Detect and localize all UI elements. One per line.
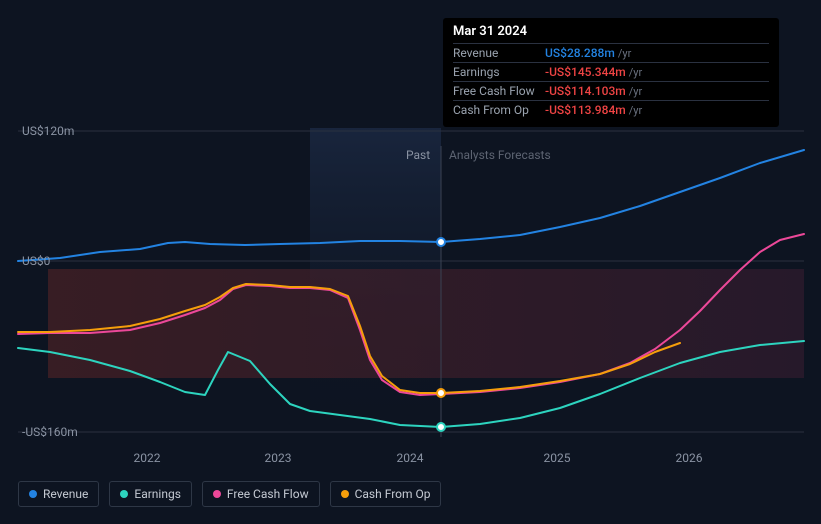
tooltip-row-earnings: Earnings -US$145.344m /yr [453, 62, 769, 81]
tooltip-label: Free Cash Flow [453, 84, 545, 98]
legend-item-fcf[interactable]: Free Cash Flow [202, 481, 320, 507]
xaxis-tick-label: 2024 [397, 451, 424, 465]
legend-dot-icon [29, 490, 37, 498]
tooltip-value: -US$113.984m [545, 103, 626, 117]
xaxis-tick-label: 2022 [134, 451, 161, 465]
legend: Revenue Earnings Free Cash Flow Cash Fro… [18, 481, 441, 507]
legend-label: Revenue [43, 487, 88, 501]
yaxis-tick-label: -US$160m [22, 425, 78, 439]
legend-item-earnings[interactable]: Earnings [109, 481, 192, 507]
past-label: Past [406, 148, 430, 162]
legend-label: Free Cash Flow [227, 487, 309, 501]
tooltip-row-revenue: Revenue US$28.288m /yr [453, 43, 769, 62]
tooltip-label: Cash From Op [453, 103, 545, 117]
legend-dot-icon [120, 490, 128, 498]
xaxis-tick-label: 2023 [265, 451, 292, 465]
forecast-label: Analysts Forecasts [449, 148, 551, 162]
legend-dot-icon [341, 490, 349, 498]
legend-item-cashop[interactable]: Cash From Op [330, 481, 442, 507]
yaxis-tick-label: US$120m [22, 124, 74, 138]
tooltip-unit: /yr [629, 104, 642, 117]
tooltip-label: Earnings [453, 65, 545, 79]
legend-label: Earnings [134, 487, 181, 501]
tooltip-row-fcf: Free Cash Flow -US$114.103m /yr [453, 81, 769, 100]
legend-dot-icon [213, 490, 221, 498]
tooltip-unit: /yr [629, 85, 642, 98]
xaxis-tick-label: 2026 [676, 451, 703, 465]
yaxis-tick-label: US$0 [22, 254, 50, 268]
tooltip-title: Mar 31 2024 [453, 24, 769, 43]
chart-tooltip: Mar 31 2024 Revenue US$28.288m /yr Earni… [443, 18, 779, 127]
tooltip-value: US$28.288m [545, 46, 615, 60]
tooltip-row-cashop: Cash From Op -US$113.984m /yr [453, 100, 769, 119]
tooltip-value: -US$114.103m [545, 84, 626, 98]
tooltip-value: -US$145.344m [545, 65, 626, 79]
legend-label: Cash From Op [355, 487, 431, 501]
tooltip-unit: /yr [629, 66, 642, 79]
financial-chart: US$120m US$0 -US$160m 2022 2023 2024 202… [0, 0, 821, 524]
xaxis-tick-label: 2025 [544, 451, 571, 465]
tooltip-label: Revenue [453, 46, 545, 60]
legend-item-revenue[interactable]: Revenue [18, 481, 99, 507]
tooltip-unit: /yr [618, 47, 631, 60]
